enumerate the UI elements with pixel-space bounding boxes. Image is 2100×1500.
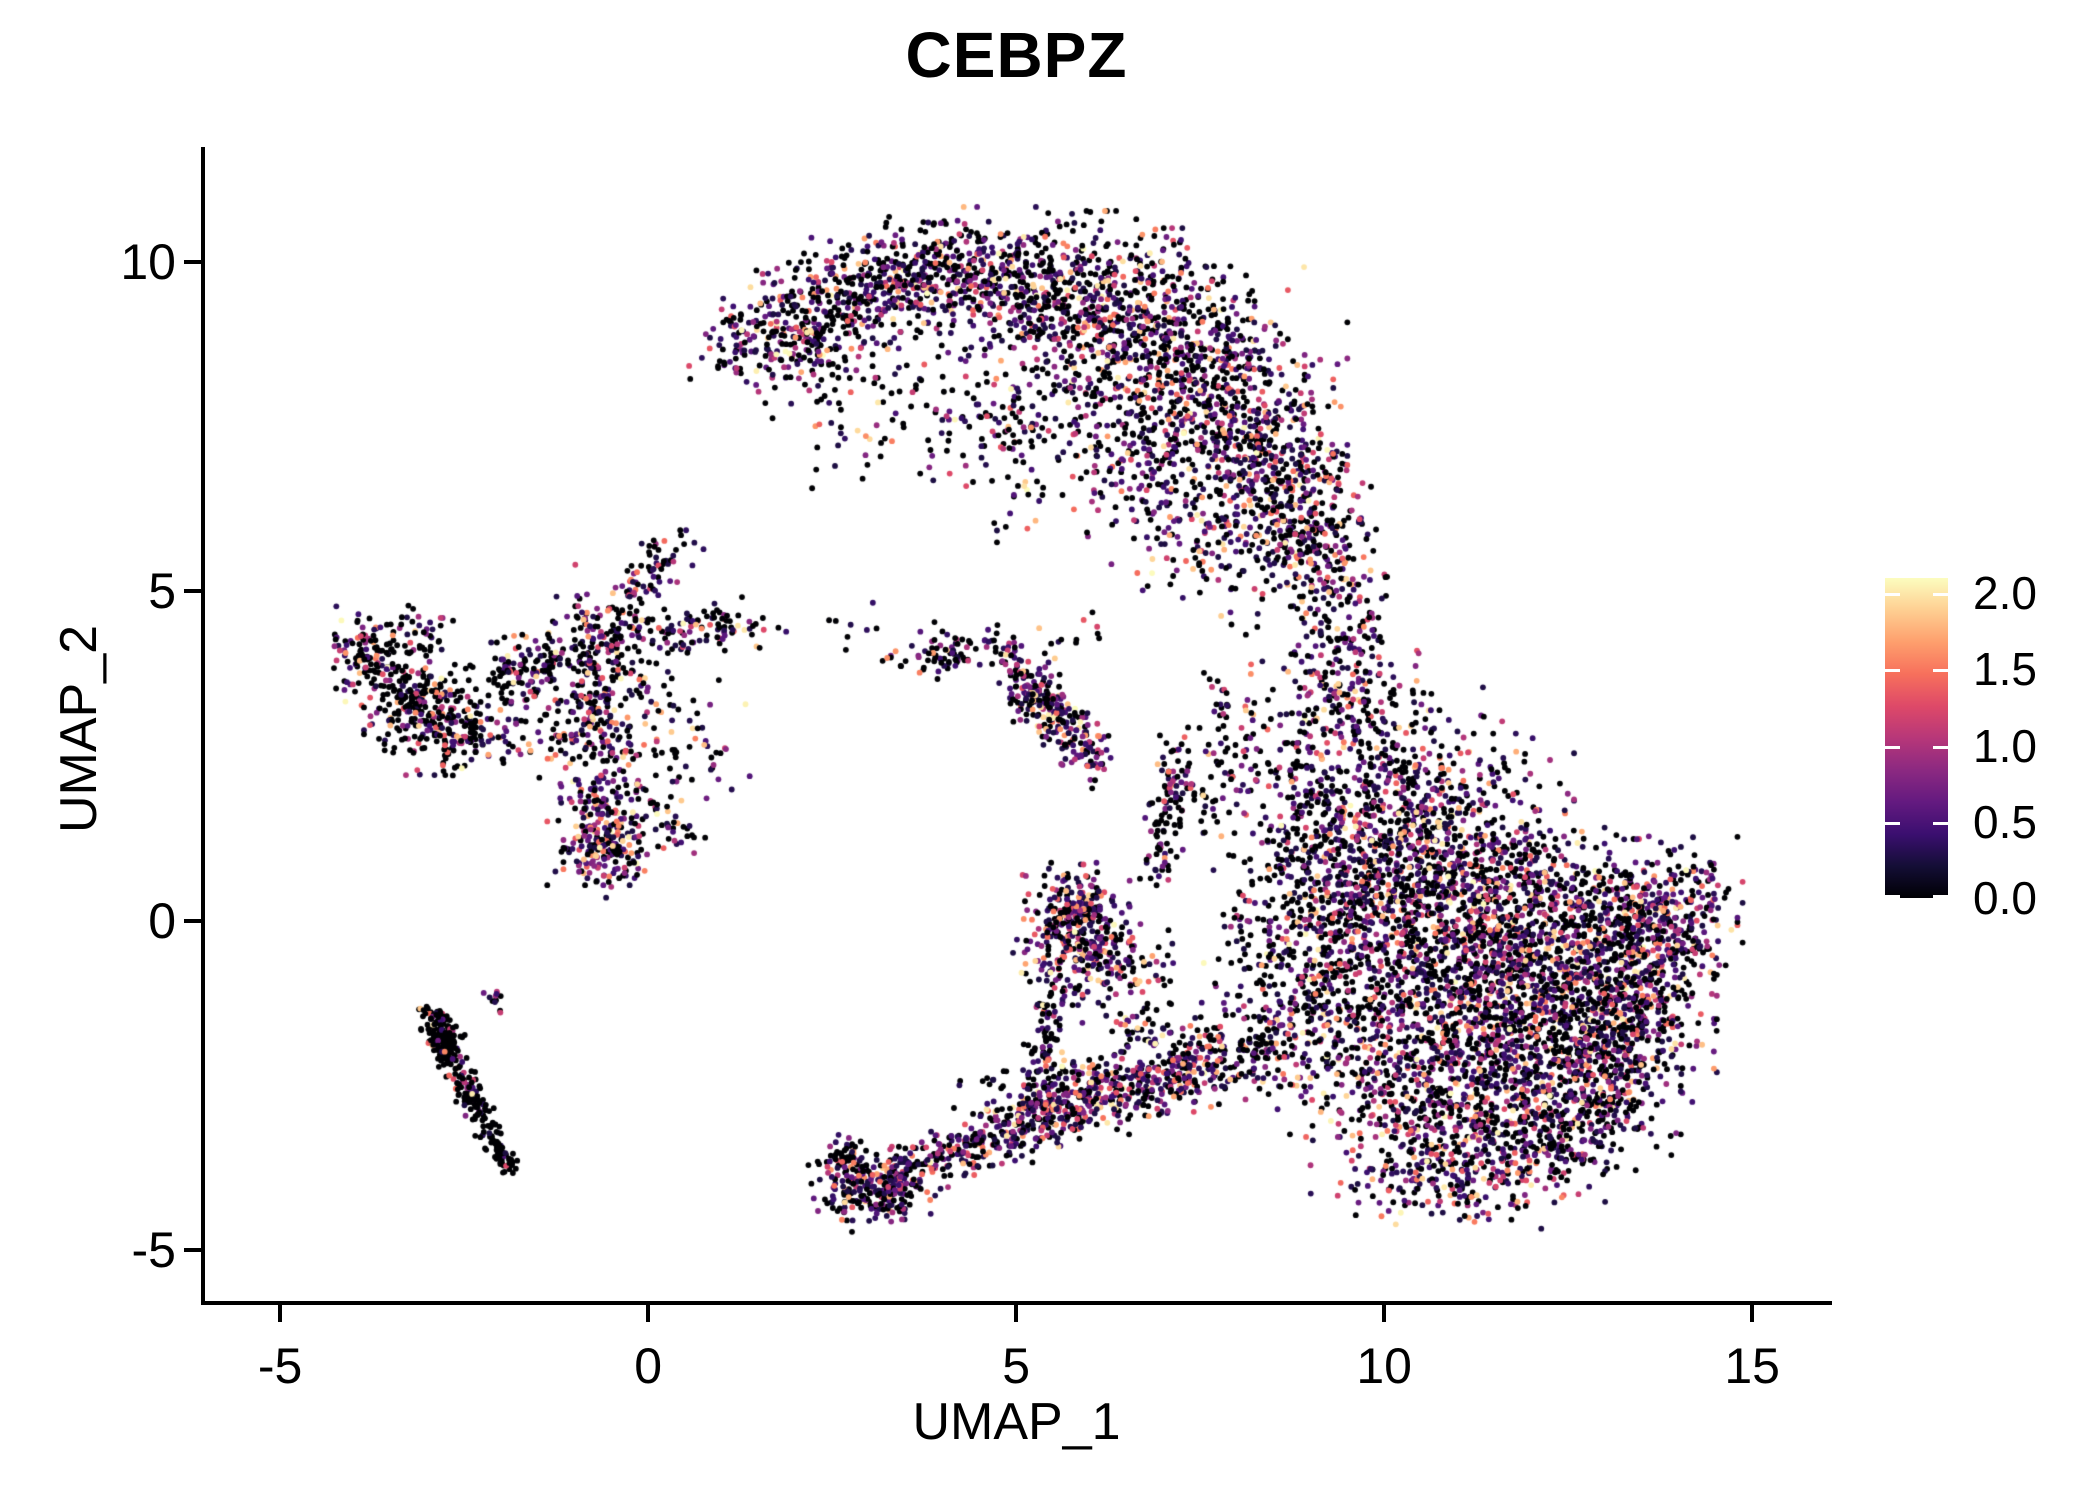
y-tick-mark xyxy=(184,1248,201,1253)
x-tick-mark xyxy=(1750,1305,1755,1322)
x-tick-mark xyxy=(1014,1305,1019,1322)
colorbar-tick-mark xyxy=(1933,821,1948,825)
colorbar-tick-mark xyxy=(1885,895,1900,898)
colorbar-tick-mark xyxy=(1885,593,1900,597)
y-tick-label: 5 xyxy=(148,563,176,620)
colorbar-tick-label: 1.0 xyxy=(1973,719,2037,772)
x-axis-line xyxy=(201,1301,1832,1305)
colorbar-tick-mark xyxy=(1933,669,1948,673)
colorbar-tick-label: 0.5 xyxy=(1973,795,2037,848)
x-tick-label: 5 xyxy=(1002,1338,1031,1394)
y-tick-mark xyxy=(184,918,201,923)
x-tick-mark xyxy=(1382,1305,1387,1322)
y-tick-mark xyxy=(184,259,201,264)
colorbar-tick-mark xyxy=(1933,593,1948,597)
y-axis-line xyxy=(201,147,205,1305)
x-tick-label: -5 xyxy=(257,1338,303,1394)
y-tick-label: -5 xyxy=(131,1222,176,1279)
colorbar-tick-mark xyxy=(1885,669,1900,673)
colorbar-tick-mark xyxy=(1885,745,1900,749)
x-tick-label: 0 xyxy=(634,1338,662,1394)
colorbar-tick-label: 1.5 xyxy=(1973,643,2037,696)
colorbar-tick-mark xyxy=(1933,745,1948,749)
colorbar-tick-label: 2.0 xyxy=(1973,567,2037,620)
y-axis-title: UMAP_2 xyxy=(50,624,108,834)
colorbar-gradient xyxy=(1885,578,1948,898)
y-tick-label: 10 xyxy=(120,233,176,290)
y-tick-mark xyxy=(184,589,201,594)
x-tick-label: 10 xyxy=(1356,1338,1412,1394)
y-tick-label: 0 xyxy=(148,892,176,949)
x-tick-label: 15 xyxy=(1724,1338,1780,1394)
x-axis-title: UMAP_1 xyxy=(912,1393,1121,1451)
colorbar-tick-mark xyxy=(1933,895,1948,898)
x-tick-mark xyxy=(278,1305,283,1322)
colorbar-tick-label: 0.0 xyxy=(1973,872,2037,924)
x-tick-mark xyxy=(646,1305,651,1322)
plot-title: CEBPZ xyxy=(905,19,1128,91)
colorbar-tick-mark xyxy=(1885,821,1900,825)
